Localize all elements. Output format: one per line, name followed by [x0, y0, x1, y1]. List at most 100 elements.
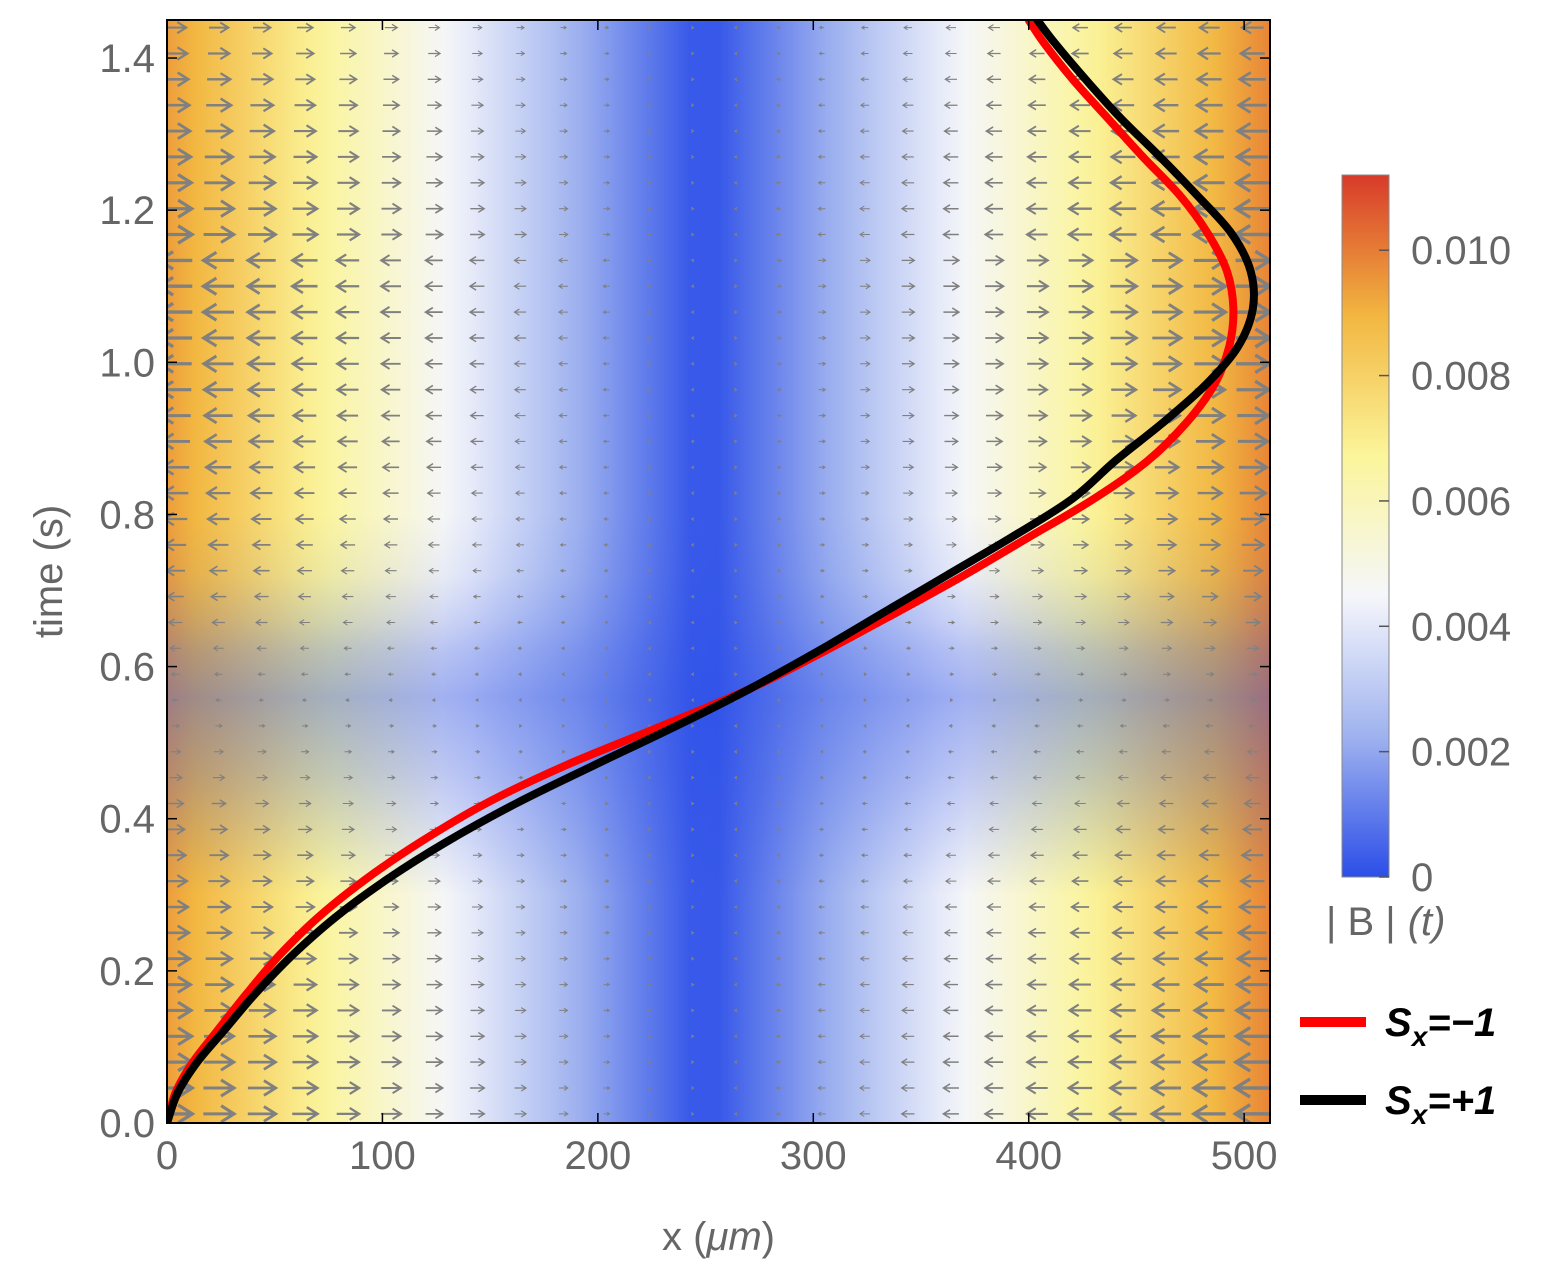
field-arrow: [1069, 356, 1094, 371]
field-arrow: [906, 646, 912, 651]
field-arrow: [1117, 774, 1129, 781]
field-arrow: [647, 620, 652, 625]
field-arrow: [986, 436, 1004, 447]
field-arrow: [1027, 331, 1050, 345]
trajectory-sx-plus-1: [167, 20, 1258, 1123]
field-arrow: [1025, 1055, 1048, 1069]
field-arrow: [204, 486, 231, 501]
field-arrow: [559, 956, 569, 962]
field-arrow: [215, 723, 224, 729]
field-arrow: [1075, 619, 1087, 626]
legend-subscript: x: [1410, 1099, 1429, 1130]
y-tick-label: 0.4: [99, 798, 155, 842]
field-arrow: [859, 1007, 870, 1014]
field-arrow: [859, 1110, 870, 1117]
field-arrow: [1234, 147, 1269, 167]
field-arrow: [426, 152, 444, 162]
field-arrow: [1030, 825, 1043, 833]
field-arrow: [561, 698, 566, 703]
field-arrow: [204, 173, 236, 192]
field-arrow: [337, 201, 361, 216]
field-arrow: [249, 149, 277, 165]
field-arrow: [901, 1006, 914, 1015]
field-arrow: [560, 904, 568, 910]
field-arrow: [1237, 899, 1266, 915]
field-arrow: [338, 514, 356, 524]
field-arrow: [1066, 1080, 1093, 1096]
field-arrow: [1249, 698, 1257, 703]
field-arrow: [1072, 825, 1087, 834]
field-arrow: [905, 749, 910, 754]
field-arrow: [902, 385, 916, 394]
field-arrow: [429, 593, 439, 600]
field-arrow: [515, 929, 526, 936]
field-arrow: [818, 25, 825, 30]
field-arrow: [340, 48, 358, 59]
field-arrow: [817, 1085, 826, 1091]
field-arrow: [1113, 850, 1132, 861]
field-arrow: [167, 618, 183, 627]
field-arrow: [1152, 329, 1184, 347]
field-arrow: [518, 749, 524, 754]
field-arrow: [648, 25, 652, 30]
field-arrow: [1067, 150, 1092, 164]
field-arrow: [257, 671, 266, 677]
field-arrow: [254, 824, 271, 834]
field-arrow: [1150, 1002, 1181, 1019]
field-arrow: [734, 620, 738, 625]
field-arrow: [690, 1008, 695, 1013]
field-arrow: [1192, 1001, 1225, 1020]
field-arrow: [1193, 122, 1224, 140]
field-arrow: [985, 306, 1006, 318]
field-arrow: [1207, 698, 1214, 703]
field-arrow: [1191, 173, 1225, 192]
field-arrow: [733, 775, 738, 780]
field-arrow: [1203, 748, 1215, 755]
field-arrow: [385, 826, 398, 833]
field-arrow: [293, 977, 319, 992]
field-arrow: [515, 981, 527, 988]
field-arrow: [206, 97, 234, 113]
field-arrow: [561, 723, 566, 728]
field-arrow: [1199, 824, 1219, 835]
field-arrow: [777, 568, 782, 573]
field-arrow: [423, 306, 443, 318]
field-arrow: [1192, 148, 1224, 166]
field-arrow: [470, 204, 486, 213]
field-arrow: [1149, 225, 1181, 244]
field-arrow: [296, 566, 312, 576]
field-arrow: [944, 437, 960, 446]
field-arrow: [205, 512, 230, 526]
field-arrow: [942, 204, 959, 214]
vector-field-arrows: [167, 20, 1270, 1123]
field-arrow: [250, 513, 272, 526]
field-arrow: [517, 672, 522, 677]
legend-value: =+1: [1427, 1079, 1496, 1123]
field-arrow: [733, 206, 738, 211]
field-arrow: [1070, 461, 1092, 474]
field-arrow: [734, 413, 738, 418]
field-arrow: [734, 465, 738, 470]
field-arrow: [775, 103, 781, 108]
field-arrow: [648, 905, 652, 909]
field-arrow: [775, 1008, 781, 1013]
field-arrow: [776, 284, 783, 289]
field-arrow: [604, 879, 610, 884]
field-arrow: [1110, 252, 1140, 269]
field-arrow: [388, 698, 393, 703]
field-arrow: [1196, 459, 1226, 476]
field-arrow: [293, 487, 315, 500]
field-arrow: [248, 1002, 278, 1019]
field-arrow: [690, 284, 695, 289]
field-arrow: [292, 201, 320, 217]
field-arrow: [559, 516, 567, 522]
field-arrow: [647, 827, 652, 832]
field-arrow: [428, 877, 441, 885]
field-arrow: [379, 331, 401, 344]
field-arrow: [820, 620, 825, 625]
field-arrow: [647, 1086, 653, 1090]
field-arrow: [382, 514, 398, 524]
field-arrow: [167, 301, 193, 323]
field-arrow: [1027, 409, 1049, 422]
field-arrow: [208, 565, 228, 577]
